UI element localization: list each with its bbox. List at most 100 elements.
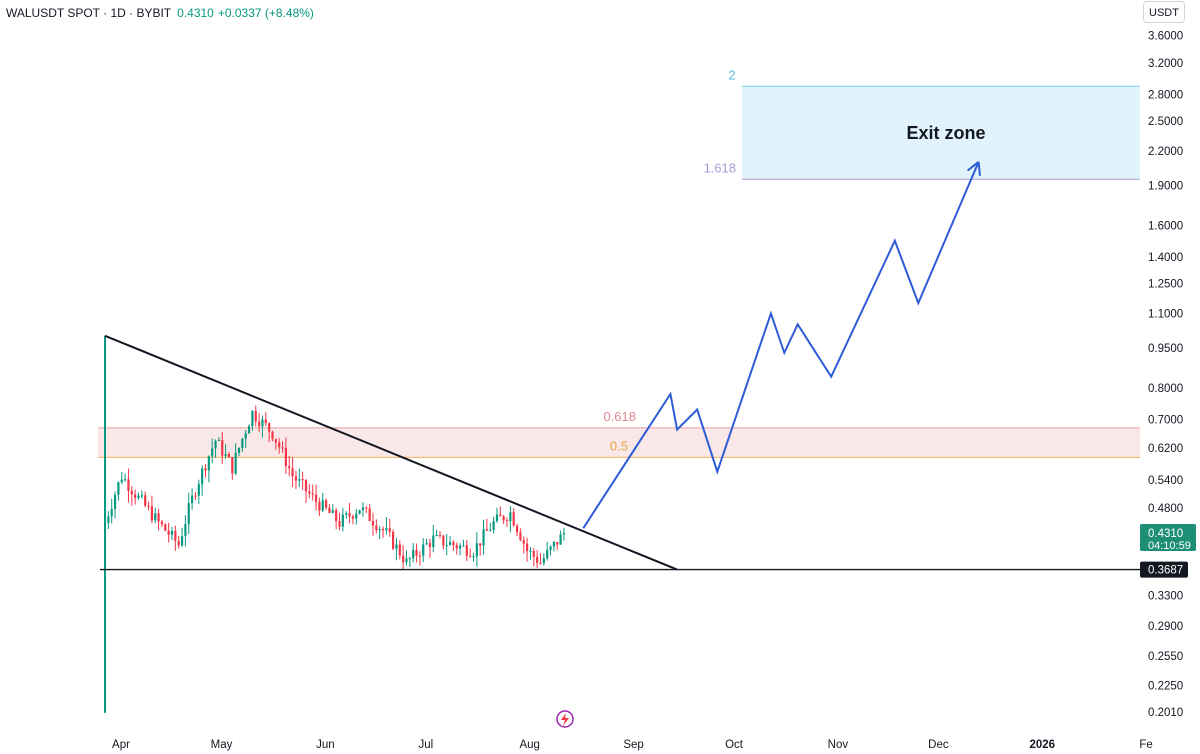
symbol-title[interactable]: WALUSDT SPOT · 1D · BYBIT	[6, 6, 172, 20]
candle-body	[164, 524, 167, 531]
candle-body	[388, 528, 391, 532]
price-tick-label: 2.5000	[1148, 116, 1183, 128]
candle-body	[415, 550, 418, 556]
fib-05-label: 0.5	[610, 438, 628, 453]
candle-body	[147, 505, 150, 507]
candle-body	[227, 454, 231, 458]
candle-body	[519, 532, 522, 541]
candle-body	[301, 479, 304, 481]
candle-body	[284, 447, 287, 467]
candle-body	[150, 506, 153, 521]
candle-body	[304, 479, 308, 492]
candle-body	[113, 494, 117, 509]
candle-body	[341, 514, 344, 527]
projection-arrowhead	[977, 161, 981, 176]
price-tick-label: 1.9000	[1148, 180, 1183, 192]
candle-body	[536, 556, 539, 563]
candle-body	[191, 495, 194, 504]
candle-body	[452, 542, 455, 546]
candle-body	[291, 468, 294, 477]
candle-body	[137, 495, 140, 498]
candle-body	[368, 508, 371, 522]
price-tick-label: 0.8000	[1148, 383, 1183, 395]
candle-body	[308, 491, 311, 494]
candle-body	[107, 516, 110, 524]
candle-body	[392, 531, 395, 549]
candle-body	[160, 521, 164, 525]
candle-body	[221, 440, 224, 456]
fib-2-label: 2	[728, 67, 735, 82]
candle-body	[358, 510, 361, 514]
time-axis: Apr May Jun Jul Aug Sep Oct Nov Dec 2026 Fe	[112, 739, 1153, 751]
candle-body	[402, 555, 405, 563]
time-tick-label: 2026	[1029, 739, 1055, 751]
time-tick-label: Sep	[623, 739, 643, 751]
candle-body	[509, 512, 512, 522]
candle-body	[485, 529, 488, 531]
candle-body	[512, 512, 515, 526]
candle-body	[442, 535, 445, 546]
event-lightning-icon[interactable]	[556, 710, 574, 728]
candle-body	[395, 544, 398, 549]
candles-group	[103, 335, 566, 713]
fib-618-label: 0.618	[603, 409, 636, 424]
candle-body	[425, 543, 428, 545]
candle-body	[505, 520, 509, 522]
candle-body	[492, 521, 495, 530]
candle-body	[154, 513, 157, 521]
candle-body	[479, 543, 482, 546]
candle-body	[241, 438, 244, 448]
candle-body	[348, 513, 351, 517]
time-tick-label: Apr	[112, 739, 130, 751]
candle-body	[325, 500, 328, 508]
candle-body	[405, 558, 408, 563]
candle-body	[462, 545, 465, 547]
candle-body	[526, 543, 529, 552]
price-tick-label: 0.2010	[1148, 707, 1183, 719]
price-tick-label: 0.4800	[1148, 503, 1183, 515]
price-tick-label: 3.6000	[1148, 31, 1183, 43]
candle-body	[418, 555, 421, 557]
candle-body	[515, 525, 519, 533]
chart-header: WALUSDT SPOT · 1D · BYBIT 0.4310 +0.0337 (…	[6, 6, 314, 20]
price-tick-label: 1.1000	[1148, 308, 1183, 320]
candle-body	[244, 433, 247, 439]
candle-body	[110, 508, 113, 517]
candle-body	[435, 534, 438, 536]
candle-body	[412, 550, 415, 559]
candle-body	[482, 529, 485, 546]
candle-body	[361, 507, 365, 511]
candle-body	[331, 510, 334, 513]
target-zone	[742, 86, 1140, 180]
candle-body	[234, 452, 237, 474]
candle-body	[345, 513, 348, 515]
candle-body	[134, 494, 137, 498]
candle-body	[489, 529, 492, 531]
candle-body	[157, 513, 160, 522]
support-price-tag	[1140, 561, 1188, 578]
price-tick-label: 2.8000	[1148, 89, 1183, 101]
price-tick-label: 0.3300	[1148, 591, 1183, 603]
price-change: +0.0337 (+8.48%)	[217, 6, 314, 20]
currency-button[interactable]: USDT	[1143, 1, 1185, 23]
candle-body	[398, 544, 401, 556]
candle-body	[217, 440, 220, 442]
candle-body	[459, 545, 462, 549]
last-price: 0.4310	[177, 6, 214, 20]
candle-body	[532, 551, 535, 557]
candle-body	[351, 516, 354, 519]
time-tick-label: Fe	[1139, 739, 1152, 751]
candle-body	[130, 490, 133, 495]
price-tick-label: 1.4000	[1148, 252, 1183, 264]
candle-body	[174, 530, 177, 541]
candle-body	[201, 468, 204, 485]
candle-body	[294, 476, 298, 481]
candle-body	[117, 482, 120, 495]
candle-body	[432, 535, 435, 547]
price-axis: 3.6000 3.2000 2.8000 2.5000 2.2000 1.9000 1.60…	[1148, 31, 1183, 719]
candle-body	[237, 447, 241, 453]
candle-body	[261, 419, 264, 427]
candle-body	[552, 541, 555, 547]
